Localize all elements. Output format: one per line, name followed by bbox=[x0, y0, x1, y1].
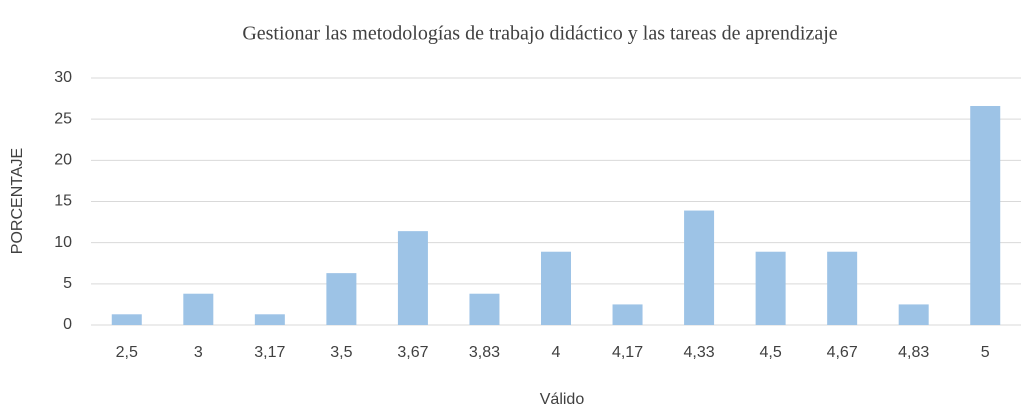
y-tick-label: 20 bbox=[54, 152, 72, 169]
x-tick-label: 4,67 bbox=[827, 344, 858, 361]
bar bbox=[898, 304, 929, 325]
bar bbox=[326, 273, 357, 325]
chart-title: Gestionar las metodologías de trabajo di… bbox=[242, 23, 837, 45]
y-axis-label: PORCENTAJE bbox=[9, 148, 26, 254]
y-tick-label: 30 bbox=[54, 69, 72, 86]
x-axis-label: Válido bbox=[540, 391, 585, 408]
x-tick-label: 4,5 bbox=[759, 344, 781, 361]
x-tick-label: 3,67 bbox=[397, 344, 428, 361]
bar bbox=[469, 293, 500, 325]
x-tick-label: 4,33 bbox=[684, 344, 715, 361]
x-tick-label: 5 bbox=[981, 344, 990, 361]
x-tick-label: 4,83 bbox=[898, 344, 929, 361]
x-tick-label: 3,5 bbox=[330, 344, 352, 361]
y-tick-label: 10 bbox=[54, 234, 72, 251]
bar bbox=[827, 251, 858, 325]
bar bbox=[183, 293, 214, 325]
x-tick-label: 3,83 bbox=[469, 344, 500, 361]
bar bbox=[612, 304, 643, 325]
x-tick-label: 4 bbox=[552, 344, 561, 361]
x-tick-label: 2,5 bbox=[116, 344, 138, 361]
bar bbox=[111, 314, 142, 325]
bar bbox=[755, 251, 786, 325]
y-tick-label: 25 bbox=[54, 110, 72, 127]
x-tick-label: 3,17 bbox=[254, 344, 285, 361]
x-tick-label: 3 bbox=[194, 344, 203, 361]
y-tick-label: 5 bbox=[63, 275, 72, 292]
y-tick-label: 0 bbox=[63, 316, 72, 333]
bar bbox=[970, 105, 1001, 325]
x-tick-label: 4,17 bbox=[612, 344, 643, 361]
bar bbox=[541, 251, 571, 325]
bar bbox=[397, 231, 428, 325]
bar bbox=[254, 314, 285, 325]
y-tick-label: 15 bbox=[54, 193, 72, 210]
bar bbox=[684, 210, 715, 325]
